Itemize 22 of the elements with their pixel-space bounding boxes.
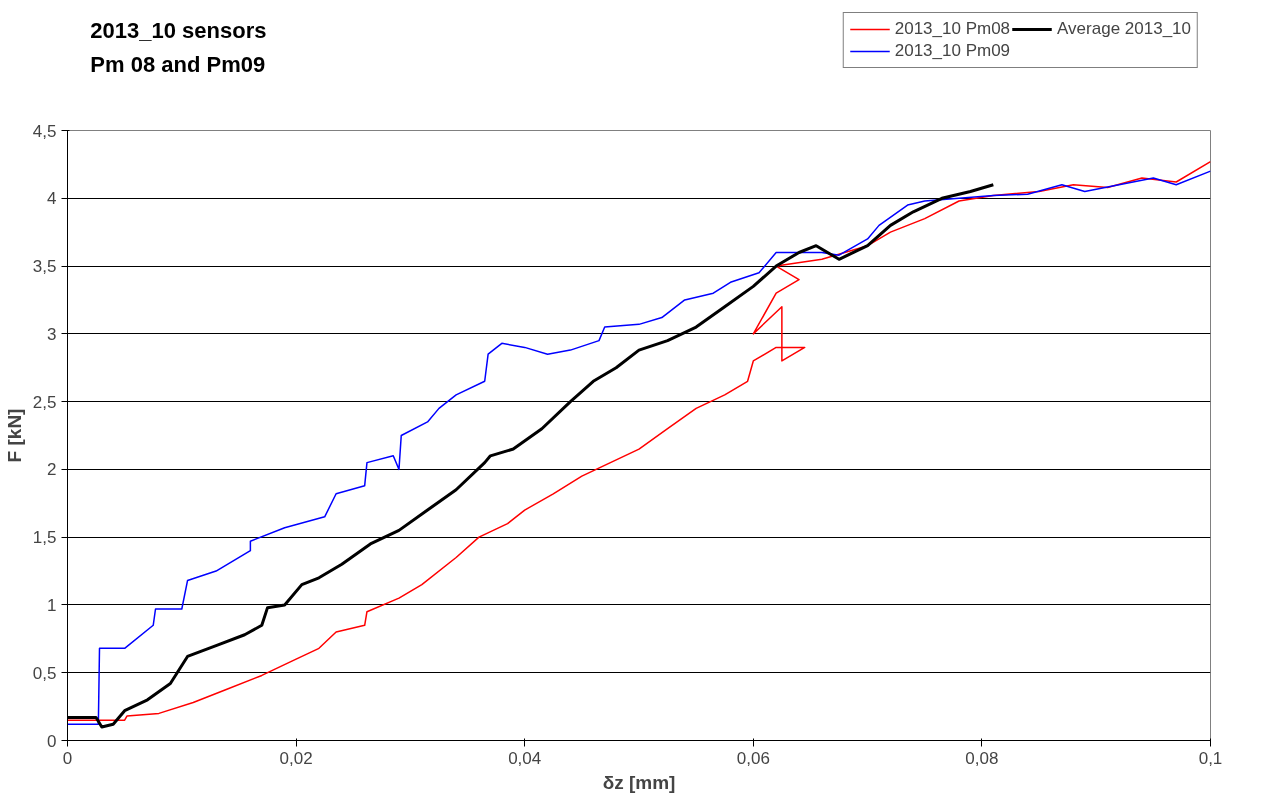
y-tick-label: 2,5 bbox=[32, 392, 57, 412]
y-tick-label: 1,5 bbox=[32, 528, 57, 548]
y-axis-title: F [kN] bbox=[3, 408, 25, 463]
y-tick-label: 3 bbox=[47, 324, 57, 344]
y-tick-label: 0,5 bbox=[32, 663, 57, 683]
x-tick-label: 0,08 bbox=[965, 748, 999, 768]
legend-label: Average 2013_10 bbox=[1057, 19, 1191, 39]
y-tick-label: 0 bbox=[47, 731, 57, 751]
y-tick-label: 1 bbox=[47, 595, 57, 615]
x-tick-label: 0,1 bbox=[1198, 748, 1223, 768]
x-tick-label: 0,04 bbox=[508, 748, 542, 768]
y-tick-label: 2 bbox=[47, 460, 57, 480]
legend-label: 2013_10 Pm09 bbox=[894, 41, 1011, 61]
chart-title: 2013_10 sensors Pm 08 and Pm09 bbox=[90, 17, 267, 78]
y-tick-label: 4 bbox=[47, 189, 57, 209]
x-tick-label: 0 bbox=[62, 748, 73, 768]
x-axis-title: δz [mm] bbox=[602, 771, 676, 793]
x-tick-label: 0,06 bbox=[736, 748, 770, 768]
legend-label: 2013_10 Pm08 bbox=[894, 19, 1011, 39]
x-tick-label: 0,02 bbox=[279, 748, 313, 768]
y-tick-label: 3,5 bbox=[32, 257, 57, 277]
y-tick-label: 4,5 bbox=[32, 121, 57, 141]
